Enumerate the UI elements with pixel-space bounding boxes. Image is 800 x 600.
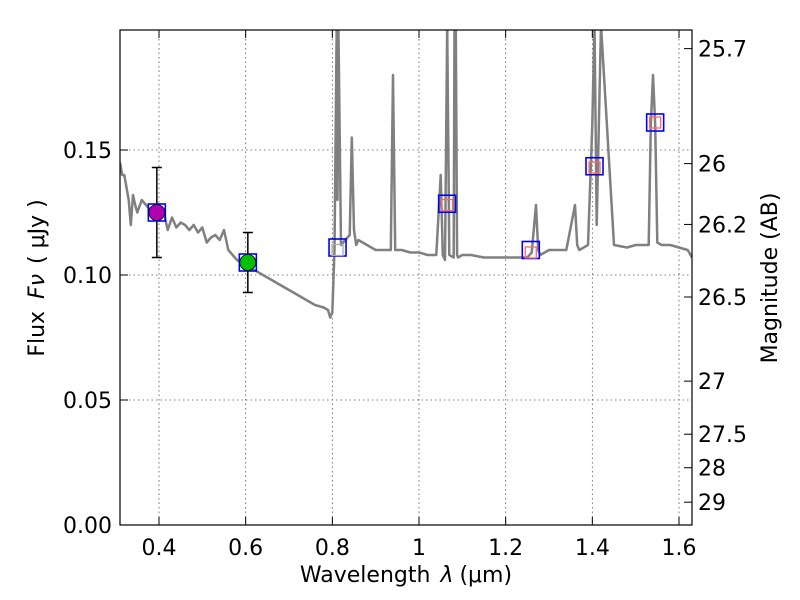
photometry-square-marker (437, 194, 457, 214)
x-axis-label-prefix: Wavelength (300, 563, 431, 588)
x-tick-label: 1.2 (488, 536, 523, 561)
x-axis-label: Wavelength λ (μm) (300, 563, 512, 588)
x-tick-label: 1.4 (575, 536, 610, 561)
photometry-square-marker (238, 253, 258, 272)
y-tick-label: 0.05 (63, 389, 112, 414)
plot-frame (119, 29, 693, 526)
y-axis-label-prefix: Flux (25, 311, 50, 357)
tick-layer: 0.4 0.6 0.8 1 1.2 1.4 1.6 0.00 0.05 0.10 0.15 25.7 2… (63, 30, 747, 561)
model-band-marker (331, 243, 344, 257)
model-spectrum-line (120, 30, 692, 319)
y-tick-label: 0.00 (63, 514, 112, 539)
model-band-marker (649, 116, 662, 129)
y-tick-label: 0.15 (63, 139, 112, 164)
y-tick-label: 0.10 (63, 264, 112, 289)
y2-tick-label: 26 (698, 153, 726, 178)
x-tick-label: 0.6 (228, 536, 263, 561)
model-band-marker (588, 161, 601, 174)
x-tick-label: 0.8 (315, 536, 350, 561)
y-axis-label-symbol: Fν (25, 274, 50, 299)
y2-tick-label: 27.5 (698, 423, 747, 448)
model-band-marker (441, 198, 454, 212)
y2-tick-label: 25.7 (698, 38, 747, 63)
y-axis-label-unit: ( μJy ) (25, 199, 50, 264)
x-tick-label: 1 (412, 536, 426, 561)
x-axis-label-unit: (μm) (459, 563, 512, 588)
marker-layer (147, 113, 665, 294)
photometry-square-marker (585, 156, 604, 176)
y2-tick-label: 28 (698, 457, 726, 482)
photometry-square-marker (645, 113, 665, 132)
observed-point (148, 204, 166, 221)
y2-tick-label: 29 (698, 491, 726, 516)
spectrum-layer (120, 30, 692, 319)
y2-tick-label: 27 (698, 370, 726, 395)
y-axis-label: Flux Fν ( μJy ) (25, 199, 50, 356)
x-tick-label: 1.6 (662, 536, 697, 561)
observed-point (239, 254, 257, 271)
model-band-marker (524, 246, 537, 259)
x-axis-label-symbol: λ (439, 563, 453, 588)
grid-layer (120, 30, 692, 526)
photometry-square-marker (147, 203, 167, 222)
y2-tick-label: 26.2 (698, 213, 747, 238)
y2-axis-label: Magnitude (AB) (758, 193, 783, 364)
y2-tick-label: 26.5 (698, 286, 747, 311)
x-tick-label: 0.4 (142, 536, 177, 561)
